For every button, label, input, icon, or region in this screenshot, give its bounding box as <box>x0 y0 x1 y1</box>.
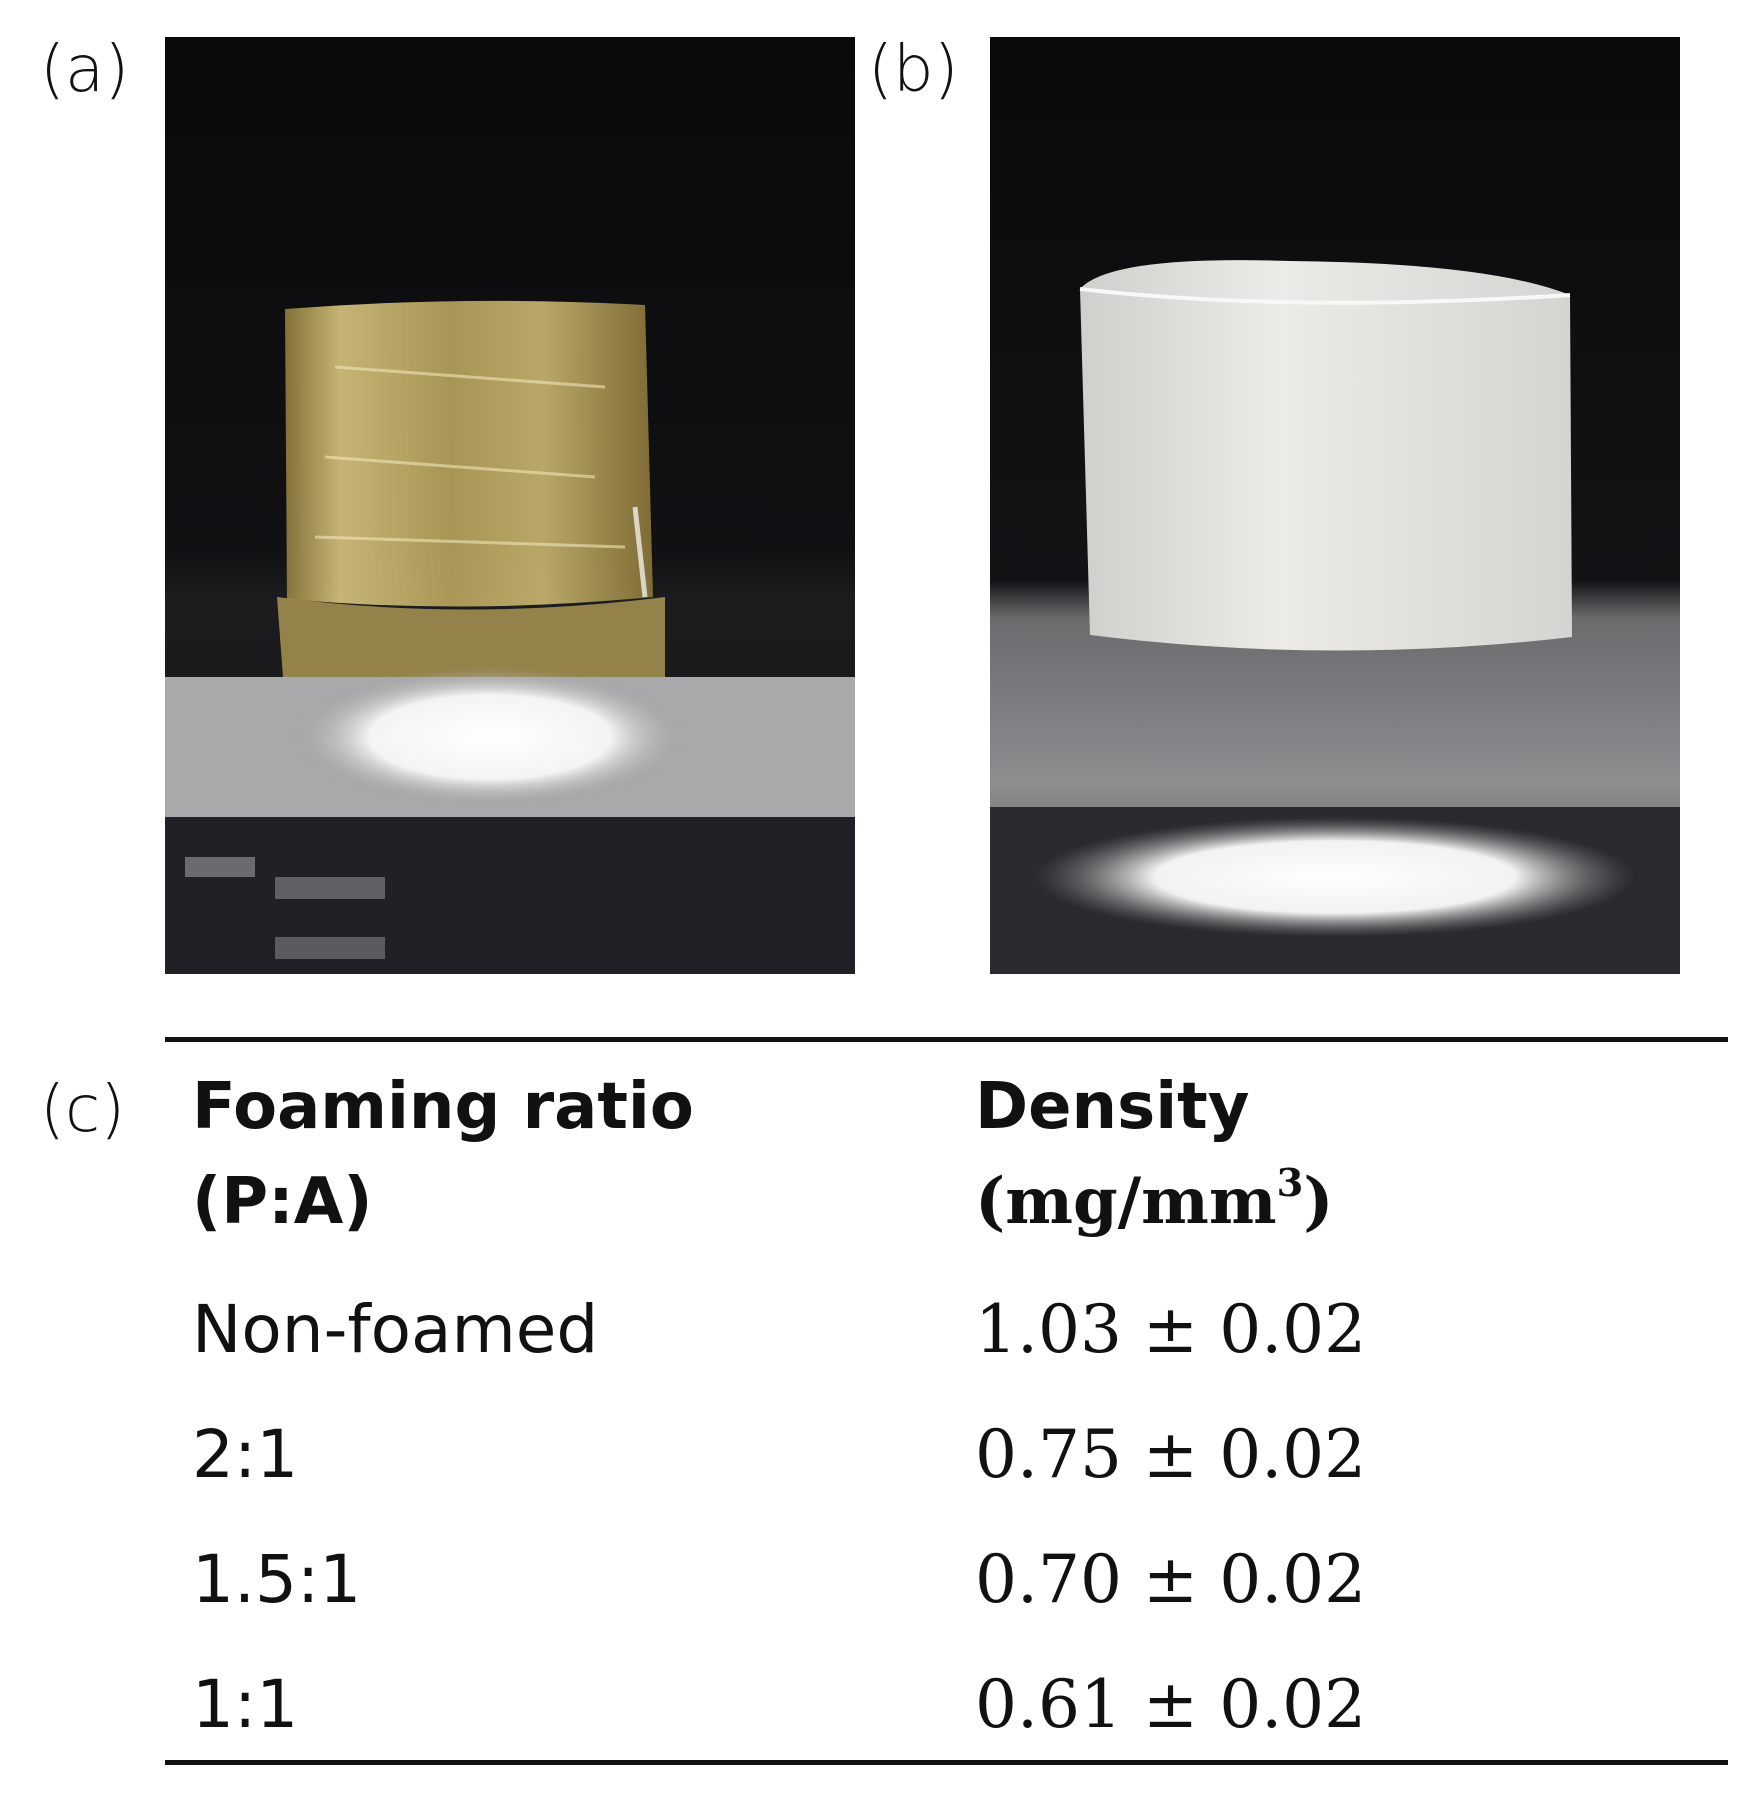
density-unit-base: (mg/mm <box>975 1164 1277 1239</box>
density-unit-exponent: 3 <box>1276 1161 1304 1207</box>
row-2-ratio: 2:1 <box>192 1416 299 1493</box>
header-foaming-ratio-sub: (P:A) <box>192 1165 373 1239</box>
row-3-density: 0.70 ± 0.02 <box>975 1541 1367 1618</box>
panel-label-b: (b) <box>868 33 959 107</box>
row-4-ratio: 1:1 <box>192 1666 299 1743</box>
row-4-density: 0.61 ± 0.02 <box>975 1666 1367 1743</box>
header-density-unit: (mg/mm3) <box>975 1164 1334 1234</box>
photo-non-foamed-sample <box>165 37 855 974</box>
header-foaming-ratio: Foaming ratio <box>192 1070 694 1144</box>
table-top-rule <box>165 1037 1728 1042</box>
table-bottom-rule <box>165 1760 1728 1765</box>
panel-label-c: (c) <box>40 1073 126 1147</box>
row-3-ratio: 1.5:1 <box>192 1541 362 1618</box>
row-1-density: 1.03 ± 0.02 <box>975 1291 1367 1368</box>
row-1-ratio: Non-foamed <box>192 1291 599 1368</box>
density-unit-close: ) <box>1303 1164 1334 1239</box>
header-density: Density <box>975 1070 1250 1144</box>
photo-foamed-sample <box>990 37 1680 974</box>
row-2-density: 0.75 ± 0.02 <box>975 1416 1367 1493</box>
panel-label-a: (a) <box>40 33 130 107</box>
